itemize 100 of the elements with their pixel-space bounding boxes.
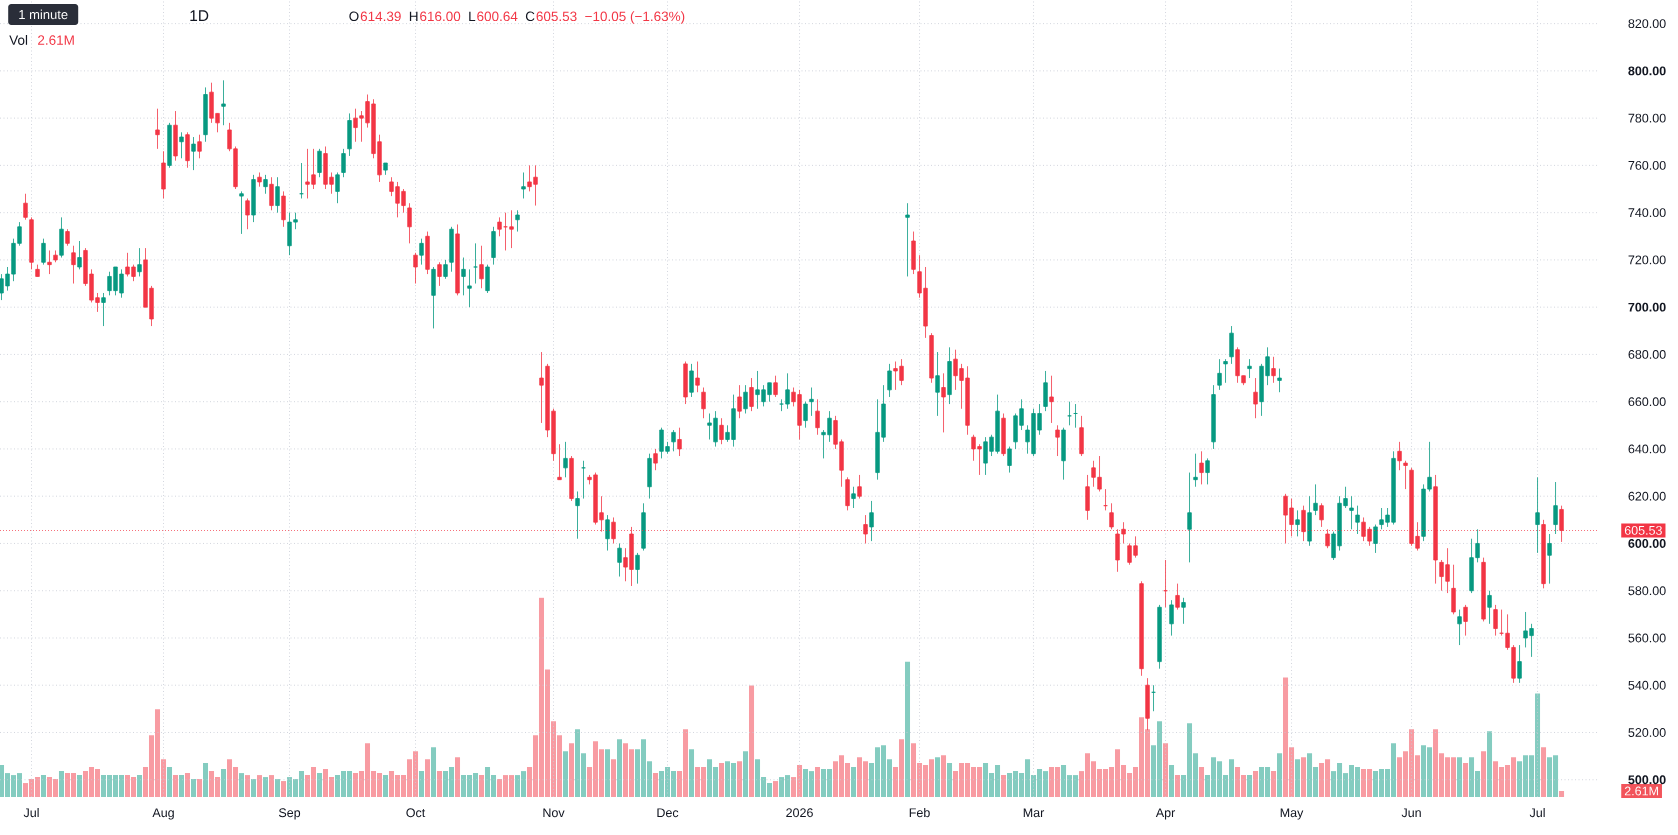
candlestick xyxy=(809,387,814,417)
candlestick xyxy=(269,176,274,211)
candlestick xyxy=(1001,413,1006,457)
bar xyxy=(851,767,857,797)
candlestick xyxy=(29,216,34,270)
candlestick xyxy=(1271,356,1276,384)
y-tick-label: 620.00 xyxy=(1628,491,1666,501)
candlestick xyxy=(173,110,178,162)
candlestick xyxy=(1451,564,1456,615)
y-tick-label: 720.00 xyxy=(1628,255,1666,265)
candlestick xyxy=(743,384,748,414)
annotation: 605.53 xyxy=(536,11,577,22)
annotation: 616.00 xyxy=(420,11,461,22)
bar xyxy=(58,771,65,797)
candlestick xyxy=(1517,644,1522,684)
candlestick xyxy=(1403,460,1408,490)
bar xyxy=(202,763,209,797)
candlestick xyxy=(1007,446,1012,473)
candlestick xyxy=(77,240,82,270)
candlestick xyxy=(1277,368,1282,393)
candlestick xyxy=(263,174,268,195)
candlestick xyxy=(1157,604,1162,670)
candlestick xyxy=(467,268,472,308)
bar xyxy=(935,757,941,797)
candlestick xyxy=(65,228,70,247)
candlestick xyxy=(1397,441,1402,471)
bar xyxy=(1541,747,1547,797)
annotation: 2.61M xyxy=(38,35,74,45)
candlestick xyxy=(383,162,388,176)
bar xyxy=(478,775,485,797)
candlestick xyxy=(71,245,76,284)
candlestick xyxy=(221,79,226,126)
candlestick xyxy=(1355,505,1360,535)
bar xyxy=(743,751,749,797)
candlestick xyxy=(53,250,58,263)
candlestick xyxy=(605,514,610,551)
bar xyxy=(1463,763,1469,797)
bar xyxy=(610,759,617,797)
bar xyxy=(941,755,947,797)
bar xyxy=(815,767,821,797)
bar xyxy=(262,777,269,797)
bar xyxy=(1169,765,1175,797)
candlestick xyxy=(563,441,568,478)
bar xyxy=(178,775,185,797)
y-tick-label: 680.00 xyxy=(1628,350,1666,359)
candlestick xyxy=(1199,450,1204,485)
candlestick xyxy=(239,190,244,235)
x-tick-label: May xyxy=(1280,808,1304,820)
bar xyxy=(244,775,251,797)
bar xyxy=(562,751,569,797)
bar xyxy=(274,779,281,797)
bar xyxy=(773,781,779,797)
candlestick xyxy=(521,172,526,199)
candlestick xyxy=(647,453,652,499)
candlestick xyxy=(671,429,676,452)
candlestick xyxy=(1463,604,1468,637)
x-tick-label: Apr xyxy=(1155,808,1176,820)
bar xyxy=(1295,759,1301,797)
bar xyxy=(947,763,953,797)
candlestick xyxy=(935,351,940,417)
candlestick xyxy=(41,238,46,266)
candlestick xyxy=(749,377,754,412)
candlestick xyxy=(161,150,166,199)
annotation: −10.05 (−1.63%) xyxy=(585,11,685,24)
bar xyxy=(316,773,323,797)
candlestick xyxy=(473,242,478,284)
candlestick xyxy=(317,148,322,178)
candlestick xyxy=(491,226,496,266)
bar xyxy=(1175,775,1181,797)
bar xyxy=(196,779,203,797)
annotation: O xyxy=(349,11,359,22)
bar xyxy=(256,775,263,797)
bar xyxy=(382,775,389,797)
candlestick xyxy=(701,387,706,419)
candlestick xyxy=(1493,604,1498,637)
candlestick xyxy=(1307,495,1312,547)
x-tick-label: Oct xyxy=(406,808,426,818)
candlestick xyxy=(617,543,622,577)
candlestick xyxy=(1139,580,1144,677)
candlestick xyxy=(59,216,64,258)
candlestick xyxy=(1319,502,1324,528)
candlestick xyxy=(719,417,724,445)
annotation: 600.64 xyxy=(477,11,518,22)
candlestick xyxy=(179,131,184,159)
candlestick xyxy=(1553,481,1558,535)
candlestick xyxy=(1055,424,1060,457)
candlestick xyxy=(437,261,442,287)
candlestick xyxy=(137,247,142,277)
candlestick xyxy=(413,252,418,284)
y-tick-label: 780.00 xyxy=(1628,113,1666,123)
bar xyxy=(268,775,275,797)
candlestick xyxy=(1109,502,1114,530)
candlestick xyxy=(1487,590,1492,625)
candlestick xyxy=(947,346,952,405)
candlestick xyxy=(911,231,916,275)
candlestick xyxy=(1313,483,1318,516)
candlestick xyxy=(197,134,202,159)
bar xyxy=(652,773,659,797)
candlestick xyxy=(575,491,580,540)
bar xyxy=(1253,771,1259,797)
